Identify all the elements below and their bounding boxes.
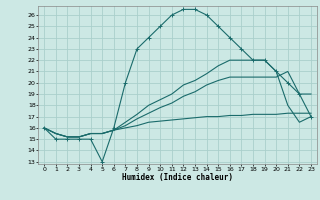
X-axis label: Humidex (Indice chaleur): Humidex (Indice chaleur) <box>122 173 233 182</box>
